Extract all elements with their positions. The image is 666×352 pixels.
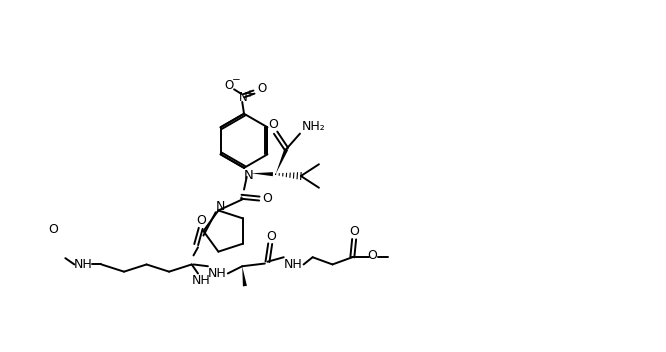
Polygon shape bbox=[276, 148, 288, 174]
Text: N: N bbox=[244, 169, 254, 182]
Text: −: − bbox=[232, 75, 240, 85]
Text: O: O bbox=[224, 79, 233, 92]
Text: O: O bbox=[367, 249, 377, 262]
Text: O: O bbox=[266, 230, 276, 243]
Text: O: O bbox=[49, 223, 59, 236]
Polygon shape bbox=[251, 172, 273, 176]
Text: NH: NH bbox=[284, 258, 302, 271]
Text: O: O bbox=[268, 118, 278, 131]
Text: O: O bbox=[349, 226, 359, 238]
Text: NH: NH bbox=[74, 258, 93, 271]
Polygon shape bbox=[242, 266, 247, 287]
Text: O: O bbox=[258, 82, 266, 95]
Text: NH: NH bbox=[208, 267, 226, 280]
Text: O: O bbox=[196, 214, 206, 227]
Text: N: N bbox=[238, 91, 248, 104]
Text: N: N bbox=[216, 200, 225, 213]
Text: NH: NH bbox=[191, 274, 210, 287]
Text: NH₂: NH₂ bbox=[302, 120, 326, 133]
Text: +: + bbox=[244, 89, 252, 99]
Text: O: O bbox=[262, 192, 272, 205]
